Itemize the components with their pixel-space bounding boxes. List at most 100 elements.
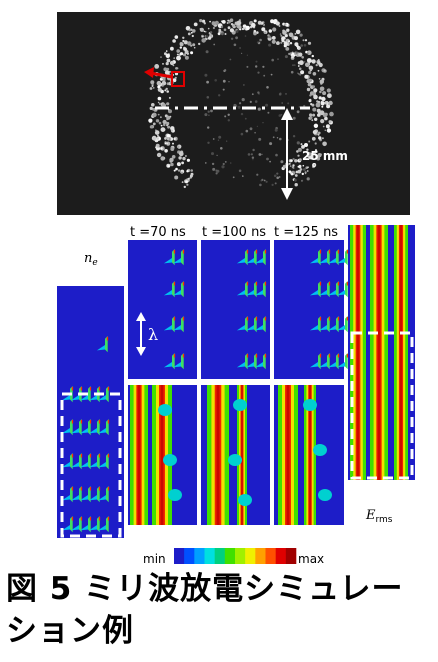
- filament-dot: [326, 128, 332, 133]
- filament-dot: [221, 20, 226, 24]
- filament-dot: [193, 46, 196, 49]
- filament-dot: [317, 100, 321, 104]
- streamer-wedge: [245, 290, 254, 296]
- faint-dot: [255, 60, 258, 63]
- faint-dot: [251, 156, 255, 159]
- filament-dot: [289, 165, 292, 167]
- faint-dot: [298, 73, 300, 75]
- filament-dot: [321, 105, 324, 108]
- filament-dot: [328, 120, 332, 124]
- filament-dot: [164, 149, 168, 153]
- filament-dot: [152, 87, 155, 89]
- faint-dot: [240, 132, 244, 136]
- plasma-filaments: [148, 18, 334, 189]
- filament-dot: [243, 27, 247, 30]
- streamer-tip: [107, 486, 110, 491]
- filament-dot: [313, 123, 319, 128]
- filament-dot: [320, 101, 325, 106]
- faint-dot: [233, 43, 237, 47]
- filament-dot: [162, 78, 166, 82]
- faint-dot: [246, 54, 248, 56]
- filament-dot: [288, 40, 290, 43]
- filament-dot: [175, 67, 178, 70]
- streamer-tip: [89, 486, 92, 491]
- streamer-wedge: [336, 325, 345, 331]
- streamer-wedge: [172, 290, 181, 296]
- filament-dot: [152, 136, 157, 141]
- density-label: ne: [84, 251, 98, 268]
- filament-dot: [209, 20, 212, 23]
- filament-dot: [174, 175, 179, 180]
- faint-dot: [274, 128, 278, 132]
- filament-dot: [312, 85, 316, 88]
- filament-dot: [288, 163, 291, 165]
- faint-dot: [211, 152, 214, 156]
- streamer-wedge: [318, 362, 327, 368]
- density-panel-100: [201, 240, 270, 379]
- filament-dot: [306, 87, 311, 92]
- filament-dot: [309, 113, 313, 117]
- faint-dot: [266, 157, 269, 161]
- filament-dot: [310, 103, 313, 106]
- faint-dot: [218, 135, 222, 139]
- filament-dot: [323, 69, 326, 72]
- faint-dot: [301, 179, 304, 182]
- faint-dot: [290, 70, 294, 74]
- filament-dot: [165, 62, 169, 66]
- streamer-wedge: [70, 495, 79, 501]
- faint-dot: [206, 96, 210, 99]
- filament-dot: [292, 167, 295, 169]
- filament-dot: [312, 151, 316, 155]
- filament-dot: [187, 177, 190, 180]
- streamer-tip: [107, 386, 110, 391]
- faint-dot: [206, 80, 210, 84]
- faint-dot: [238, 169, 242, 173]
- highlight-box-right: [350, 331, 414, 480]
- faint-dot: [300, 44, 304, 47]
- filament-dot: [199, 28, 202, 30]
- filament-dot: [211, 21, 216, 26]
- streamer-tip: [173, 353, 176, 358]
- filament-dot: [203, 30, 206, 33]
- faint-dot: [271, 183, 274, 186]
- faint-dot: [242, 175, 244, 177]
- faint-dot: [269, 142, 273, 146]
- filament-dot: [316, 100, 319, 103]
- faint-dot: [257, 91, 260, 94]
- filament-dot: [308, 78, 312, 83]
- filament-dot: [294, 36, 298, 41]
- streamer-wedge: [88, 525, 97, 531]
- filament-dot: [160, 56, 162, 58]
- filament-dot: [290, 159, 293, 162]
- streamer-tip: [89, 516, 92, 521]
- faint-dot: [232, 176, 235, 179]
- colorbar-cell: [214, 548, 226, 564]
- streamer-wedge: [245, 258, 254, 264]
- filament-dot: [156, 137, 159, 140]
- faint-dot: [270, 73, 273, 76]
- streamer-tip: [80, 419, 83, 424]
- streamer-tip: [71, 453, 74, 458]
- filament-dot: [314, 149, 318, 152]
- filament-dot: [184, 55, 189, 60]
- filament-dot: [179, 42, 184, 47]
- streamer-wedge: [236, 362, 245, 368]
- filament-dot: [324, 101, 328, 105]
- field-band-red: [240, 385, 244, 525]
- faint-dot: [226, 140, 228, 142]
- streamer-wedge: [172, 325, 181, 331]
- filament-dot: [167, 137, 171, 141]
- faint-dot: [244, 117, 247, 120]
- filament-dot: [314, 142, 317, 145]
- filament-dot: [321, 96, 326, 102]
- field-band-red: [398, 225, 404, 480]
- filament-dot: [319, 79, 324, 84]
- faint-dot: [273, 174, 277, 178]
- streamer-wedge: [318, 325, 327, 331]
- filament-dot: [242, 24, 247, 29]
- field-band-red: [214, 385, 222, 525]
- faint-dot: [241, 52, 243, 55]
- filament-dot: [172, 142, 174, 145]
- faint-dot: [212, 138, 215, 140]
- filament-dot: [306, 58, 312, 63]
